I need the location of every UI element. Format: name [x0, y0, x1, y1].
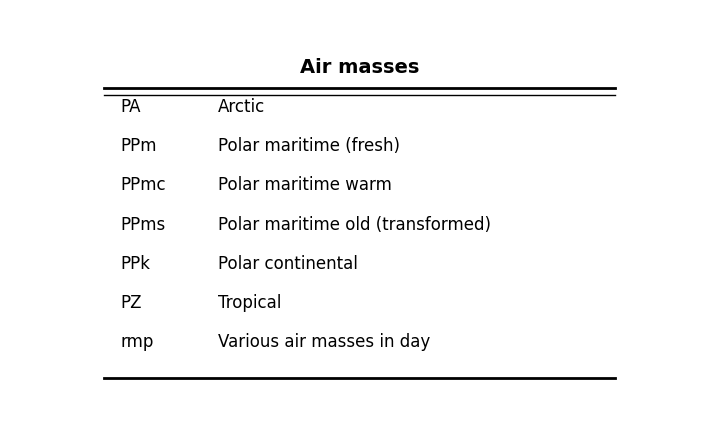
Text: Polar continental: Polar continental [218, 255, 358, 273]
Text: Tropical: Tropical [218, 294, 281, 312]
Text: PPm: PPm [121, 137, 157, 155]
Text: PA: PA [121, 98, 141, 116]
Text: PPmc: PPmc [121, 176, 166, 194]
Text: Polar maritime (fresh): Polar maritime (fresh) [218, 137, 400, 155]
Text: PPk: PPk [121, 255, 150, 273]
Text: Polar maritime old (transformed): Polar maritime old (transformed) [218, 215, 491, 234]
Text: rmp: rmp [121, 334, 154, 351]
Text: Arctic: Arctic [218, 98, 265, 116]
Text: PPms: PPms [121, 215, 165, 234]
Text: PZ: PZ [121, 294, 142, 312]
Text: Various air masses in day: Various air masses in day [218, 334, 430, 351]
Text: Polar maritime warm: Polar maritime warm [218, 176, 392, 194]
Text: Air masses: Air masses [299, 58, 419, 77]
